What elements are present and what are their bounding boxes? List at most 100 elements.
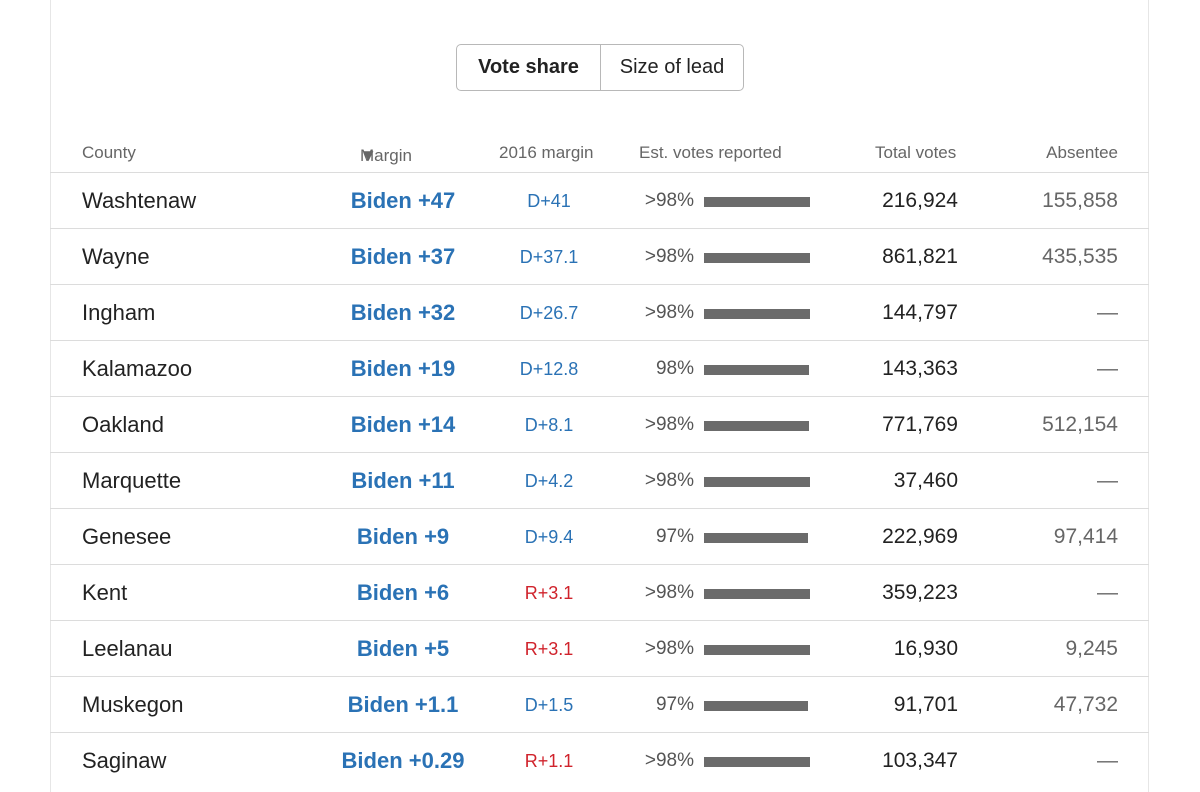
county-name: Genesee	[82, 524, 172, 549]
margin-value: Biden +11	[351, 468, 455, 493]
total-votes-value: 103,347	[882, 749, 958, 772]
reported-percent: >98%	[644, 302, 694, 323]
margin-value: Biden +6	[356, 580, 450, 605]
total-votes-value: 861,821	[882, 245, 958, 268]
reported-progress-bar	[704, 421, 809, 431]
margin-value: Biden +1.1	[347, 692, 459, 717]
margin-value: Biden +37	[350, 244, 456, 269]
total-votes-column-header[interactable]: Total votes	[875, 143, 957, 162]
total-votes-value: 222,969	[882, 525, 958, 548]
total-votes-value: 771,769	[882, 413, 958, 436]
table-header: County ▼ Margin 2016 margin Est. votes re…	[0, 140, 1200, 172]
county-results-table: Washtenaw Biden +47 D+41 >98% 216,924 155,858…	[50, 172, 1149, 788]
county-name: Kalamazoo	[82, 356, 193, 381]
reported-percent: >98%	[644, 414, 694, 435]
county-name: Kent	[82, 580, 128, 605]
table-row: Washtenaw Biden +47 D+41 >98% 216,924 155,858	[50, 172, 1149, 228]
margin-2016-value: D+12.8	[519, 359, 579, 379]
margin-2016-value: D+41	[527, 191, 571, 211]
reported-progress-bar	[704, 253, 810, 263]
reported-percent: >98%	[644, 470, 694, 491]
margin-value: Biden +47	[350, 188, 456, 213]
margin-2016-value: D+37.1	[519, 247, 579, 267]
absentee-column-header[interactable]: Absentee	[1046, 143, 1118, 162]
county-name: Muskegon	[82, 692, 184, 717]
sort-descending-icon: ▼	[360, 146, 377, 165]
margin-2016-value: R+3.1	[524, 583, 574, 603]
margin-2016-value: D+8.1	[524, 415, 574, 435]
reported-progress-bar	[704, 589, 810, 599]
reported-percent: 97%	[655, 694, 694, 715]
table-row: Genesee Biden +9 D+9.4 97% 222,969 97,414	[50, 508, 1149, 564]
county-name: Washtenaw	[82, 188, 197, 213]
reported-progress-bar	[704, 701, 808, 711]
absentee-value: —	[1097, 581, 1118, 604]
county-name: Ingham	[82, 300, 156, 325]
margin-2016-value: D+26.7	[519, 303, 579, 323]
margin-value: Biden +5	[356, 636, 450, 661]
absentee-value: —	[1097, 749, 1118, 772]
margin-value: Biden +9	[356, 524, 450, 549]
county-name: Oakland	[82, 412, 164, 437]
reported-progress-bar	[704, 757, 810, 767]
reported-progress-bar	[704, 309, 810, 319]
absentee-value: 155,858	[1042, 189, 1118, 212]
est-reported-column-header[interactable]: Est. votes reported	[639, 143, 782, 162]
reported-percent: >98%	[644, 638, 694, 659]
absentee-value: 435,535	[1042, 245, 1118, 268]
margin-value: Biden +19	[350, 356, 456, 381]
absentee-value: —	[1097, 357, 1118, 380]
total-votes-value: 359,223	[882, 581, 958, 604]
total-votes-value: 37,460	[893, 469, 958, 492]
reported-percent: 98%	[655, 358, 694, 379]
table-row: Oakland Biden +14 D+8.1 >98% 771,769 512,154	[50, 396, 1149, 452]
absentee-value: —	[1097, 301, 1118, 324]
size-of-lead-tab[interactable]: Size of lead	[619, 56, 725, 78]
total-votes-value: 91,701	[893, 693, 958, 716]
county-name: Leelanau	[82, 636, 173, 661]
table-row: Kent Biden +6 R+3.1 >98% 359,223 —	[50, 564, 1149, 620]
total-votes-value: 16,930	[893, 637, 958, 660]
reported-progress-bar	[704, 365, 809, 375]
reported-percent: >98%	[644, 582, 694, 603]
total-votes-value: 144,797	[882, 301, 958, 324]
table-row: Saginaw Biden +0.29 R+1.1 >98% 103,347 —	[50, 732, 1149, 788]
table-row: Kalamazoo Biden +19 D+12.8 98% 143,363 —	[50, 340, 1149, 396]
absentee-value: 47,732	[1053, 693, 1118, 716]
margin-2016-value: R+3.1	[524, 639, 574, 659]
total-votes-value: 143,363	[882, 357, 958, 380]
reported-progress-bar	[704, 533, 808, 543]
reported-progress-bar	[704, 477, 810, 487]
county-name: Wayne	[82, 244, 150, 269]
reported-progress-bar	[704, 197, 810, 207]
reported-percent: >98%	[644, 750, 694, 771]
absentee-value: —	[1097, 469, 1118, 492]
absentee-value: 97,414	[1053, 525, 1118, 548]
vote-share-tab[interactable]: Vote share	[457, 45, 601, 90]
table-row: Muskegon Biden +1.1 D+1.5 97% 91,701 47,732	[50, 676, 1149, 732]
county-column-header[interactable]: County	[82, 143, 136, 162]
reported-percent: >98%	[644, 246, 694, 267]
county-name: Marquette	[82, 468, 182, 493]
margin-2016-value: D+1.5	[524, 695, 574, 715]
county-name: Saginaw	[82, 748, 167, 773]
margin-2016-value: R+1.1	[524, 751, 574, 771]
table-row: Marquette Biden +11 D+4.2 >98% 37,460 —	[50, 452, 1149, 508]
reported-percent: 97%	[655, 526, 694, 547]
table-row: Leelanau Biden +5 R+3.1 >98% 16,930 9,245	[50, 620, 1149, 676]
margin-header-label: Margin	[360, 146, 412, 165]
margin-value: Biden +32	[350, 300, 456, 325]
reported-percent: >98%	[644, 190, 694, 211]
margin-value: Biden +0.29	[341, 748, 465, 773]
table-row: Ingham Biden +32 D+26.7 >98% 144,797 —	[50, 284, 1149, 340]
reported-progress-bar	[704, 645, 810, 655]
view-toggle: Vote share Size of lead	[456, 44, 744, 91]
margin-2016-value: D+4.2	[524, 471, 574, 491]
absentee-value: 512,154	[1042, 413, 1118, 436]
margin-value: Biden +14	[350, 412, 456, 437]
margin-2016-value: D+9.4	[524, 527, 574, 547]
total-votes-value: 216,924	[882, 189, 958, 212]
margin-2016-column-header[interactable]: 2016 margin	[499, 143, 594, 162]
absentee-value: 9,245	[1065, 637, 1118, 660]
table-row: Wayne Biden +37 D+37.1 >98% 861,821 435,535	[50, 228, 1149, 284]
